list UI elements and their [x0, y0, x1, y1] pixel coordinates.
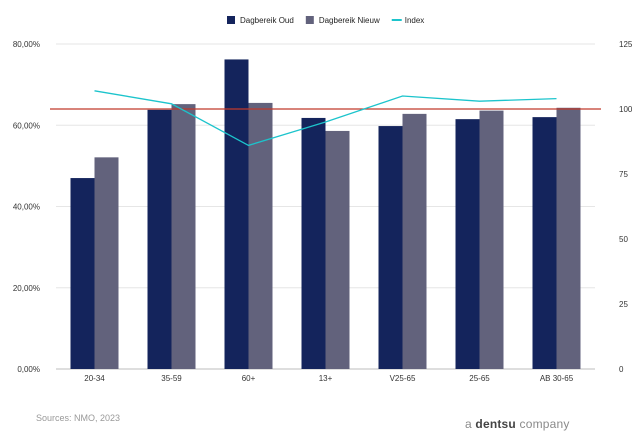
right-tick-label: 75 — [619, 170, 628, 179]
bar-dagbereik-nieuw — [325, 130, 350, 369]
bar-dagbereik-nieuw — [556, 107, 581, 369]
bar-dagbereik-nieuw — [94, 157, 119, 369]
left-tick-label: 80,00% — [13, 40, 40, 49]
x-tick-label: 60+ — [242, 374, 256, 383]
index-line — [94, 90, 557, 147]
brand-suffix: company — [519, 417, 570, 431]
left-tick-label: 20,00% — [13, 284, 40, 293]
bar-dagbereik-oud — [455, 119, 480, 369]
bar-dagbereik-nieuw — [402, 113, 427, 369]
source-note: Sources: NMO, 2023 — [36, 413, 121, 423]
left-tick-label: 0,00% — [17, 365, 40, 374]
axes: 0,00% 20,00% 40,00% 60,00% 80,00% 0 25 50 75 100 1… — [13, 40, 633, 383]
legend-swatch — [227, 16, 235, 24]
right-tick-label: 100 — [619, 105, 633, 114]
right-tick-label: 25 — [619, 300, 628, 309]
bar-dagbereik-oud — [147, 109, 172, 369]
legend-swatch — [305, 16, 314, 24]
legend-label: Index — [405, 16, 425, 25]
x-tick-label: AB 30-65 — [540, 374, 574, 383]
x-tick-label: 35-59 — [161, 374, 182, 383]
bar-dagbereik-oud — [224, 59, 249, 369]
bar-dagbereik-oud — [532, 117, 557, 369]
x-tick-label: 13+ — [319, 374, 333, 383]
index-series-line — [94, 90, 557, 147]
brand-prefix: a — [465, 417, 472, 431]
x-tick-label: 25-65 — [469, 374, 490, 383]
left-tick-label: 60,00% — [13, 121, 40, 130]
legend-label: Dagbereik Nieuw — [319, 16, 380, 25]
bars — [70, 59, 581, 369]
bar-dagbereik-nieuw — [171, 104, 196, 369]
right-tick-label: 125 — [619, 40, 633, 49]
legend-label: Dagbereik Oud — [240, 16, 294, 25]
bar-dagbereik-oud — [301, 117, 326, 369]
x-tick-label: 20-34 — [84, 374, 105, 383]
brand-name: dentsu — [475, 417, 516, 431]
x-tick-label: V25-65 — [390, 374, 416, 383]
bar-dagbereik-nieuw — [248, 102, 273, 369]
right-tick-label: 50 — [619, 235, 628, 244]
legend: Dagbereik Oud Dagbereik Nieuw Index — [227, 16, 424, 25]
right-tick-label: 0 — [619, 365, 624, 374]
left-tick-label: 40,00% — [13, 203, 40, 212]
brand-logo: a dentsu company — [465, 417, 570, 431]
bar-dagbereik-oud — [70, 178, 95, 369]
bar-dagbereik-oud — [378, 126, 403, 369]
bar-dagbereik-nieuw — [479, 110, 504, 369]
